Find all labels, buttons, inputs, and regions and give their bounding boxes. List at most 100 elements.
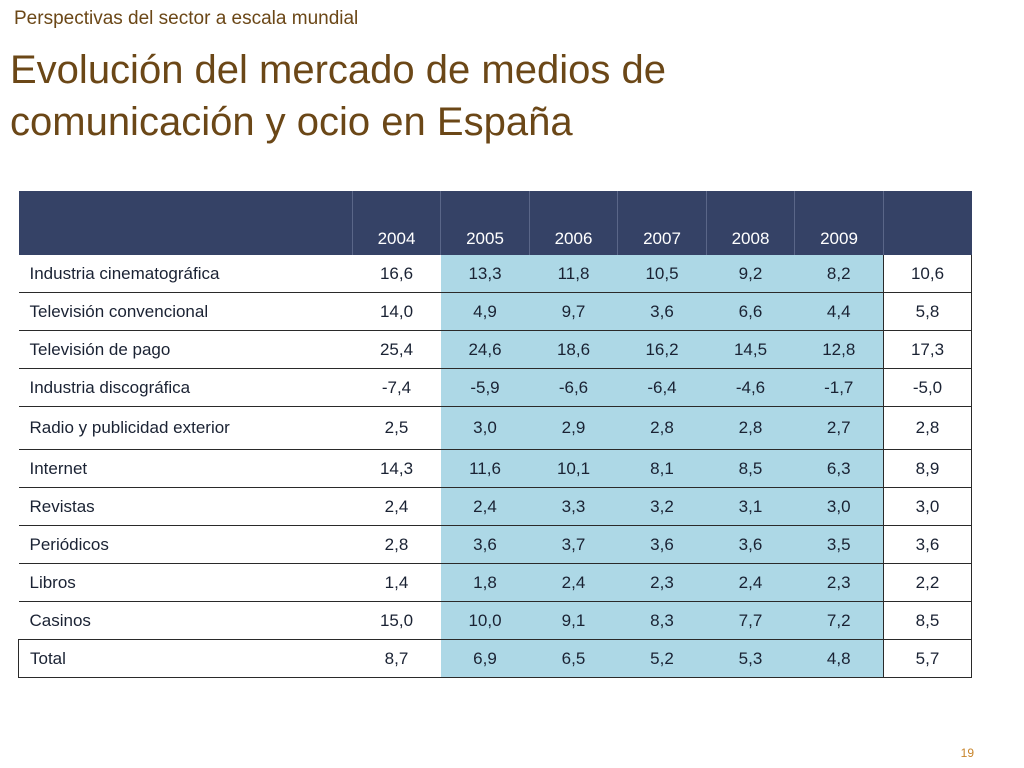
row-label: Televisión convencional — [18, 292, 353, 331]
table-cell: 18,6 — [529, 330, 618, 369]
table-cell: 2,8 — [617, 406, 707, 450]
table-row: Casinos 15,0 10,0 9,1 8,3 7,7 7,2 8,5 — [18, 601, 972, 640]
row-label: Revistas — [18, 487, 353, 526]
table-cell: 3,0 — [440, 406, 530, 450]
page-title-line-1: Evolución del mercado de medios de — [10, 48, 666, 92]
table-cell: 3,1 — [706, 487, 795, 526]
table-row: Internet 14,3 11,6 10,1 8,1 8,5 6,3 8,9 — [18, 449, 972, 488]
row-label: Total — [18, 639, 353, 678]
table-row: Libros 1,4 1,8 2,4 2,3 2,4 2,3 2,2 — [18, 563, 972, 602]
table-cell: 25,4 — [352, 330, 441, 369]
table-cell: -5,0 — [883, 368, 972, 407]
table-header-row: 2004 2005 2006 2007 2008 2009 — [18, 191, 972, 255]
table-cell: 3,5 — [794, 525, 884, 564]
table-cell: 12,8 — [794, 330, 884, 369]
row-label: Casinos — [18, 601, 353, 640]
table-row: Periódicos 2,8 3,6 3,7 3,6 3,6 3,5 3,6 — [18, 525, 972, 564]
table-cell: 7,7 — [706, 601, 795, 640]
column-header — [883, 191, 972, 255]
table-cell: 10,0 — [440, 601, 530, 640]
table-cell: -4,6 — [706, 368, 795, 407]
table-cell: 3,6 — [440, 525, 530, 564]
table-cell: 2,7 — [794, 406, 884, 450]
column-header: 2007 — [617, 191, 707, 255]
table-cell: 8,1 — [617, 449, 707, 488]
table-cell: 17,3 — [883, 330, 972, 369]
table-cell: 8,5 — [706, 449, 795, 488]
table-cell: 2,5 — [352, 406, 441, 450]
row-label: Radio y publicidad exterior — [18, 406, 353, 450]
table-cell: -6,6 — [529, 368, 618, 407]
table-cell: 2,4 — [706, 563, 795, 602]
table-cell: 3,6 — [617, 292, 707, 331]
table-row: Revistas 2,4 2,4 3,3 3,2 3,1 3,0 3,0 — [18, 487, 972, 526]
row-label: Internet — [18, 449, 353, 488]
table-cell: 1,8 — [440, 563, 530, 602]
table-cell: 11,8 — [529, 255, 618, 293]
table-cell: 5,8 — [883, 292, 972, 331]
table-row: Televisión convencional 14,0 4,9 9,7 3,6 6,6 4… — [18, 292, 972, 331]
table-cell: 6,6 — [706, 292, 795, 331]
table-cell: 4,9 — [440, 292, 530, 331]
table-cell: 5,2 — [617, 639, 707, 678]
table-cell: 13,3 — [440, 255, 530, 293]
page-number: 19 — [960, 746, 974, 760]
table-cell: 2,3 — [794, 563, 884, 602]
table-cell: 10,5 — [617, 255, 707, 293]
table-cell: 8,9 — [883, 449, 972, 488]
table-cell: 2,2 — [883, 563, 972, 602]
table-cell: 16,6 — [352, 255, 441, 293]
table-cell: 2,3 — [617, 563, 707, 602]
table-cell: 2,8 — [883, 406, 972, 450]
table-cell: 11,6 — [440, 449, 530, 488]
table-row: Industria cinematográfica 16,6 13,3 11,8 10,… — [18, 255, 972, 293]
page-title-line-2: comunicación y ocio en España — [10, 100, 573, 144]
table-cell: 3,7 — [529, 525, 618, 564]
table-cell: 5,7 — [883, 639, 972, 678]
table-cell: 3,0 — [794, 487, 884, 526]
table-cell: 9,1 — [529, 601, 618, 640]
table-cell: 24,6 — [440, 330, 530, 369]
column-header: 2009 — [794, 191, 884, 255]
row-label: Industria cinematográfica — [18, 255, 353, 293]
table-cell: -7,4 — [352, 368, 441, 407]
page-title: Evolución del mercado de medios de comun… — [10, 44, 970, 148]
table-row: Radio y publicidad exterior 2,5 3,0 2,9 2,8 2… — [18, 406, 972, 450]
column-header: 2006 — [529, 191, 618, 255]
table-cell: 14,3 — [352, 449, 441, 488]
table-cell: 3,6 — [706, 525, 795, 564]
table-row: Televisión de pago 25,4 24,6 18,6 16,2 14,5 12… — [18, 330, 972, 369]
table-cell: 5,3 — [706, 639, 795, 678]
column-header: 2005 — [440, 191, 530, 255]
table-cell: -6,4 — [617, 368, 707, 407]
row-label: Televisión de pago — [18, 330, 353, 369]
table-cell: 2,9 — [529, 406, 618, 450]
media-market-table: 2004 2005 2006 2007 2008 2009 Industria … — [18, 191, 972, 678]
table-cell: 16,2 — [617, 330, 707, 369]
table-cell: 4,8 — [794, 639, 884, 678]
table-cell: 3,0 — [883, 487, 972, 526]
table-cell: 15,0 — [352, 601, 441, 640]
table-cell: 2,4 — [352, 487, 441, 526]
table-cell: 6,5 — [529, 639, 618, 678]
table-cell: -1,7 — [794, 368, 884, 407]
table-cell: 10,6 — [883, 255, 972, 293]
table-cell: 2,8 — [706, 406, 795, 450]
table-cell: 10,1 — [529, 449, 618, 488]
table-cell: 3,2 — [617, 487, 707, 526]
section-label: Perspectivas del sector a escala mundial — [14, 8, 359, 29]
table-cell: 8,3 — [617, 601, 707, 640]
table-cell: 3,3 — [529, 487, 618, 526]
table-cell: -5,9 — [440, 368, 530, 407]
row-label: Industria discográfica — [18, 368, 353, 407]
table-cell: 8,5 — [883, 601, 972, 640]
table-row: Industria discográfica -7,4 -5,9 -6,6 -6,4 -4… — [18, 368, 972, 407]
table-cell: 2,8 — [352, 525, 441, 564]
row-label: Libros — [18, 563, 353, 602]
table-cell: 6,9 — [440, 639, 530, 678]
column-header: 2008 — [706, 191, 795, 255]
table-cell: 6,3 — [794, 449, 884, 488]
table-cell: 14,5 — [706, 330, 795, 369]
table-cell: 3,6 — [617, 525, 707, 564]
table-cell: 2,4 — [440, 487, 530, 526]
